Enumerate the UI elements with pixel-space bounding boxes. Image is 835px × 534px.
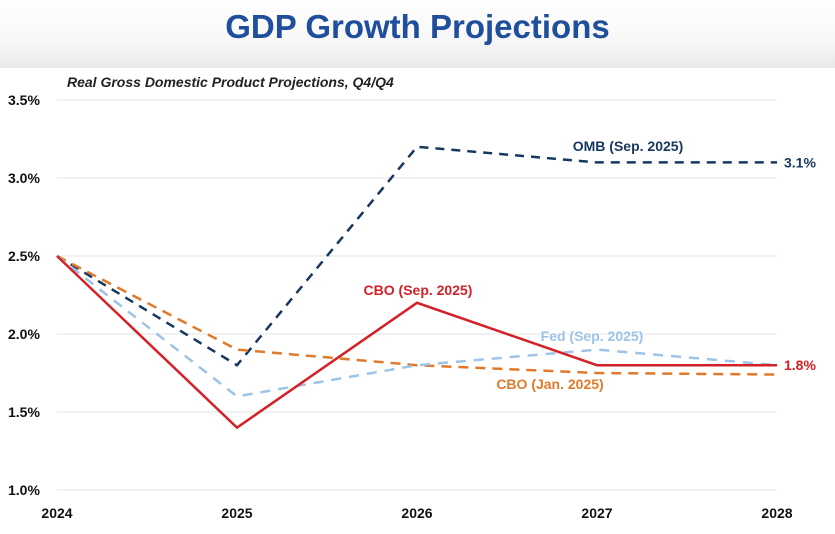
x-tick-label: 2025 xyxy=(221,505,252,521)
series-label: Fed (Sep. 2025) xyxy=(541,328,644,344)
series-label: CBO (Jan. 2025) xyxy=(496,376,603,392)
chart-subtitle: Real Gross Domestic Product Projections,… xyxy=(67,74,394,90)
x-tick-label: 2024 xyxy=(41,505,72,521)
series-line-cbo-jan-2025 xyxy=(56,254,778,376)
series-label: CBO (Sep. 2025) xyxy=(364,282,473,298)
x-tick-label: 2027 xyxy=(581,505,612,521)
x-tick-label: 2028 xyxy=(761,505,792,521)
y-tick-label: 3.5% xyxy=(8,92,40,108)
y-tick-label: 1.5% xyxy=(8,404,40,420)
header-band: GDP Growth Projections xyxy=(0,0,835,68)
y-tick-label: 2.5% xyxy=(8,248,40,264)
series-line-fed-sep-2025 xyxy=(56,255,778,398)
x-tick-label: 2026 xyxy=(401,505,432,521)
y-tick-label: 3.0% xyxy=(8,170,40,186)
y-tick-label: 1.0% xyxy=(8,482,40,498)
y-tick-label: 2.0% xyxy=(8,326,40,342)
end-value-label: 3.1% xyxy=(784,154,816,170)
end-value-label: 1.8% xyxy=(784,357,816,373)
page-title: GDP Growth Projections xyxy=(225,8,610,45)
series-label: OMB (Sep. 2025) xyxy=(573,138,683,154)
